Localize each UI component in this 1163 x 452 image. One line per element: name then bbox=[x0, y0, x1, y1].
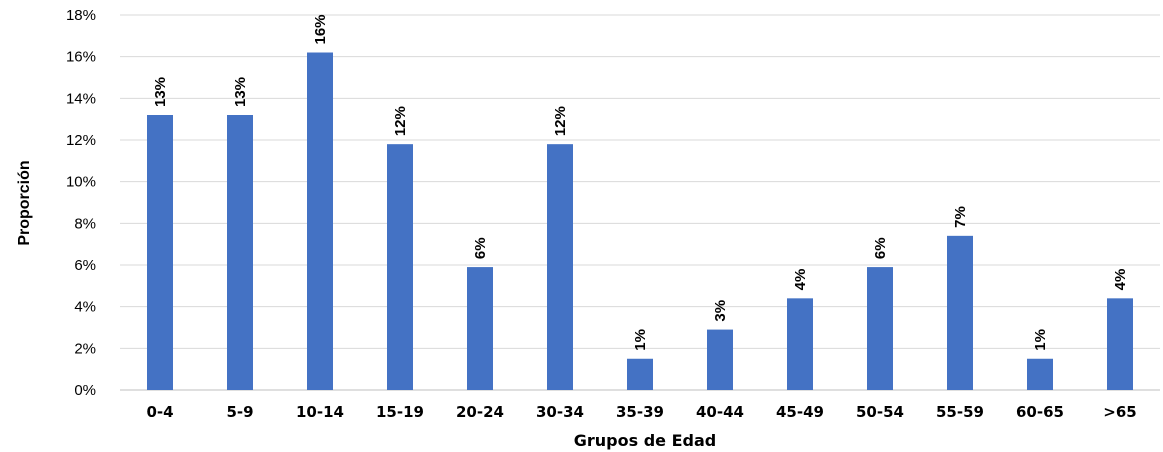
data-label: 12% bbox=[552, 106, 569, 136]
bar bbox=[227, 115, 253, 390]
y-tick-label: 6% bbox=[74, 257, 96, 274]
bar bbox=[627, 358, 653, 390]
x-tick-label: 50-54 bbox=[856, 403, 904, 421]
x-tick-label: 30-34 bbox=[536, 403, 584, 421]
data-label: 1% bbox=[632, 329, 649, 351]
y-tick-label: 16% bbox=[66, 49, 96, 66]
bar bbox=[307, 52, 333, 390]
x-tick-label: 0-4 bbox=[146, 403, 173, 421]
x-tick-label: 20-24 bbox=[456, 403, 504, 421]
data-label: 7% bbox=[952, 206, 969, 228]
y-tick-label: 12% bbox=[66, 132, 96, 149]
x-tick-label: 5-9 bbox=[226, 403, 253, 421]
y-tick-label: 10% bbox=[66, 174, 96, 191]
y-tick-label: 2% bbox=[74, 340, 96, 357]
data-labels: 13% 13% 16% 12% 6% 12% 1% 3% 4% 6% 7% 1% 4% bbox=[152, 14, 1129, 350]
y-tick-label: 4% bbox=[74, 299, 96, 316]
y-axis-title: Proporción bbox=[16, 160, 33, 245]
bars bbox=[147, 52, 1133, 390]
y-tick-label: 18% bbox=[66, 7, 96, 24]
gridlines bbox=[120, 14, 1160, 391]
x-tick-labels: 0-4 5-9 10-14 15-19 20-24 30-34 35-39 40-44 45-4… bbox=[146, 403, 1136, 421]
x-tick-label: 35-39 bbox=[616, 403, 664, 421]
data-label: 1% bbox=[1032, 329, 1049, 351]
y-tick-labels: 0% 2% 4% 6% 8% 10% 12% 14% 16% 18% bbox=[66, 7, 96, 399]
data-label: 3% bbox=[712, 300, 729, 322]
x-tick-label: 10-14 bbox=[296, 403, 344, 421]
bar bbox=[387, 144, 413, 390]
y-tick-label: 14% bbox=[66, 90, 96, 107]
x-axis-title: Grupos de Edad bbox=[574, 431, 716, 450]
data-label: 6% bbox=[872, 237, 889, 259]
data-label: 4% bbox=[792, 269, 809, 291]
data-label: 13% bbox=[232, 77, 249, 107]
data-label: 4% bbox=[1112, 269, 1129, 291]
x-tick-label: >65 bbox=[1103, 403, 1136, 421]
data-label: 16% bbox=[312, 14, 329, 44]
bar bbox=[947, 235, 973, 390]
x-tick-label: 55-59 bbox=[936, 403, 984, 421]
bar bbox=[707, 329, 733, 390]
x-tick-label: 40-44 bbox=[696, 403, 744, 421]
bar bbox=[1027, 358, 1053, 390]
y-tick-label: 8% bbox=[74, 215, 96, 232]
data-label: 12% bbox=[392, 106, 409, 136]
bar bbox=[467, 267, 493, 390]
data-label: 6% bbox=[472, 237, 489, 259]
x-tick-label: 15-19 bbox=[376, 403, 424, 421]
bar bbox=[547, 144, 573, 390]
x-tick-label: 60-65 bbox=[1016, 403, 1064, 421]
bar bbox=[1107, 298, 1133, 390]
bar bbox=[147, 115, 173, 390]
y-tick-label: 0% bbox=[74, 382, 96, 399]
bar bbox=[787, 298, 813, 390]
data-label: 13% bbox=[152, 77, 169, 107]
bar bbox=[867, 267, 893, 390]
x-tick-label: 45-49 bbox=[776, 403, 824, 421]
